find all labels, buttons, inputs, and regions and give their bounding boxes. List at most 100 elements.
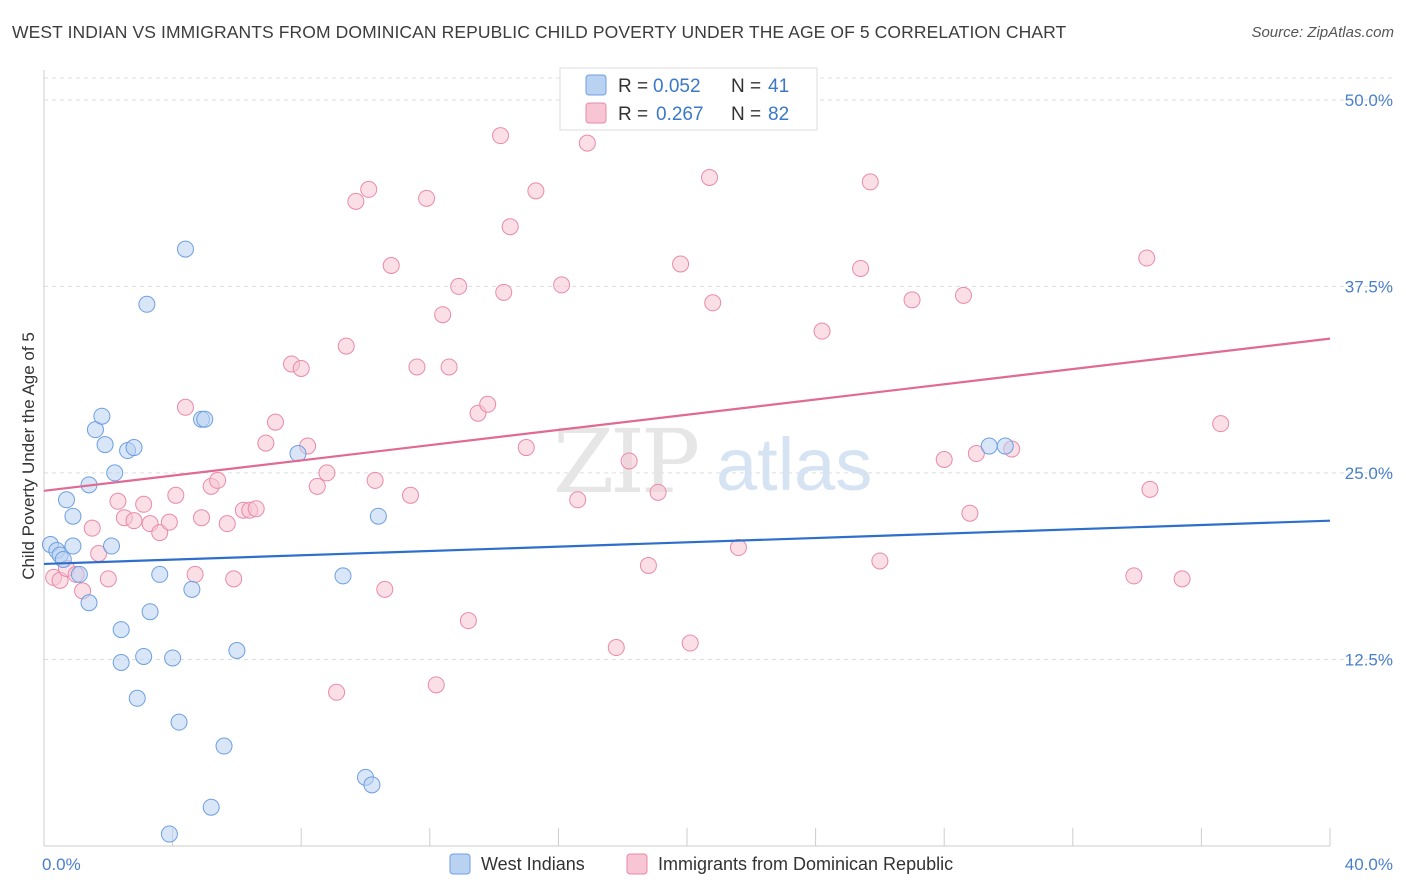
dominican-point [672,255,690,273]
dominican-point [176,398,194,416]
west-indian-point [215,737,233,755]
dominican-point [418,189,436,207]
legend-swatch-west-indians [585,74,607,96]
dominican-point [813,322,831,340]
dominican-point [292,359,310,377]
west-indian-point [93,407,111,425]
dominican-point [125,512,143,530]
dominican-point [167,486,185,504]
west-indian-point [369,507,387,525]
dominican-point [366,471,384,489]
dominican-point [967,445,985,463]
dominican-trend-line [43,337,1331,492]
dominican-point [527,182,545,200]
west-indian-point [80,594,98,612]
dominican-point [151,524,169,542]
y-tick-label: 25.0% [1345,464,1393,483]
west-indian-points [41,240,1014,843]
dominican-point [704,294,722,312]
west-indian-point [151,565,169,583]
y-tick-label: 12.5% [1345,650,1393,669]
x-tick-label-max: 40.0% [1345,855,1393,874]
legend-r-label-1: R = [618,76,648,97]
bottom-legend-dominican: Immigrants from Dominican Republic [658,854,953,874]
dominican-point [681,634,699,652]
dominican-point [649,483,667,501]
dominican-point [935,450,953,468]
dominican-point [382,256,400,274]
legend-n-label-2: N = [731,104,761,125]
west-indian-point [363,776,381,794]
dominican-point [376,580,394,598]
series-legend: West Indians Immigrants from Dominican R… [449,853,953,875]
gridlines [44,77,1394,660]
west-indian-point [334,567,352,585]
west-indian-point [138,295,156,313]
bottom-legend-west-indians: West Indians [481,854,585,874]
legend-swatch-dominican [585,102,607,124]
dominican-point [266,413,284,431]
legend-n-label-1: N = [731,76,761,97]
legend-r-label-2: R = [618,104,648,125]
dominican-point [701,168,719,186]
dominican-point [954,286,972,304]
dominican-point [479,395,497,413]
west-indian-point [141,603,159,621]
dominican-point [492,127,510,145]
dominican-point [729,539,747,557]
legend-n-value-2: 82 [768,104,789,125]
west-indian-point [106,464,124,482]
west-indian-point [170,713,188,731]
legend-n-value-1: 41 [768,76,789,97]
west-indian-point [164,649,182,667]
watermark-atlas: atlas [716,423,872,506]
west-indian-point [202,798,220,816]
dominican-point [247,500,265,518]
dominican-point [427,676,445,694]
dominican-point [186,565,204,583]
dominican-point [961,504,979,522]
dominican-point [569,491,587,509]
dominican-point [1173,570,1191,588]
dominican-point [903,291,921,309]
bottom-legend-swatch-dominican [626,853,648,875]
dominican-point [871,552,889,570]
dominican-point [135,495,153,513]
west-indian-point [96,436,114,454]
dominican-point [209,471,227,489]
chart-title: WEST INDIAN VS IMMIGRANTS FROM DOMINICAN… [12,22,1067,42]
dominican-point [553,276,571,294]
dominican-point [337,337,355,355]
west-indian-point [112,621,130,639]
y-tick-label: 37.5% [1345,277,1393,296]
west-indian-point [135,647,153,665]
tick-labels: 12.5% 25.0% 37.5% 50.0% 0.0% 40.0% [42,91,1393,874]
west-indian-trend-line [43,519,1331,566]
y-tick-label: 50.0% [1345,91,1393,110]
dominican-point [402,486,420,504]
x-tick-label-min: 0.0% [42,855,81,874]
trend-lines [43,337,1331,566]
dominican-point [1141,480,1159,498]
dominican-point [1212,415,1230,433]
west-indian-point [70,565,88,583]
dominican-point [620,452,638,470]
dominican-point [308,477,326,495]
dominican-point [225,570,243,588]
dominican-point [440,358,458,376]
legend-r-value-1: 0.052 [653,76,701,97]
west-indian-point [64,507,82,525]
dominican-point [495,283,513,301]
dominican-point [607,639,625,657]
dominican-point [160,513,178,531]
dominican-point [1138,249,1156,267]
stats-legend: R = 0.052 N = 41 R = 0.267 N = 82 [559,67,818,131]
west-indian-point [64,537,82,555]
dominican-point [459,612,477,630]
west-indian-point [996,437,1014,455]
dominican-point [450,277,468,295]
dominican-point [328,683,346,701]
west-indian-point [128,689,146,707]
west-indian-point [103,537,121,555]
source-credit: Source: ZipAtlas.com [1251,24,1394,41]
